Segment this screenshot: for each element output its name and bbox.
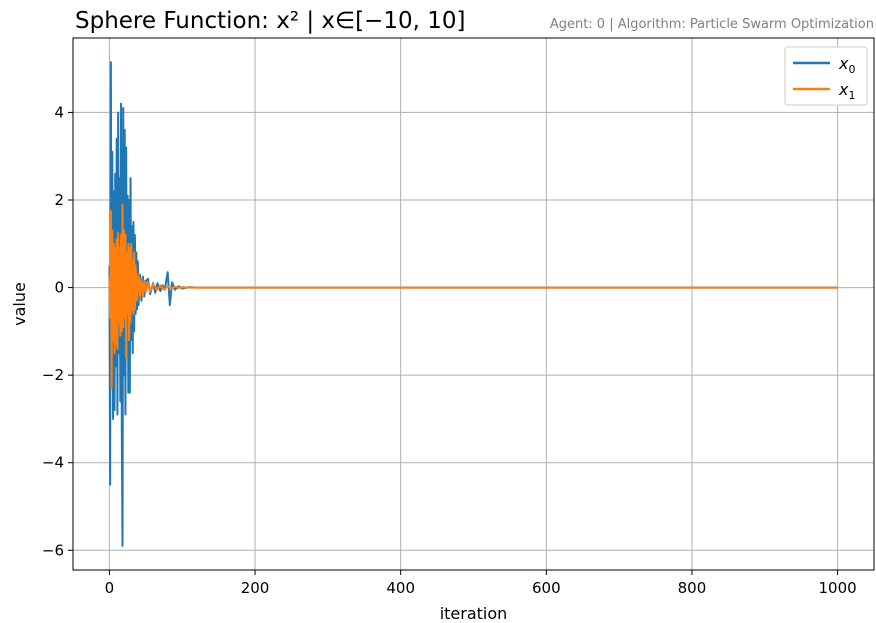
- y-tick-label: 0: [54, 279, 64, 297]
- x-axis-label: iteration: [440, 604, 508, 623]
- series-lines: [108, 61, 838, 547]
- series-line-x1: [108, 203, 838, 390]
- grid-lines: [73, 38, 874, 570]
- chart-title: Sphere Function: x² | x∈[−10, 10]: [75, 8, 465, 34]
- plot-frame: [72, 37, 875, 571]
- x-tick-label: 400: [386, 579, 415, 597]
- x-tick-label: 200: [241, 579, 270, 597]
- y-tick-label: 4: [54, 103, 64, 121]
- chart-subtitle: Agent: 0 | Algorithm: Particle Swarm Opt…: [550, 17, 874, 32]
- y-tick-label: 2: [54, 191, 64, 209]
- y-tick-label: −6: [42, 541, 64, 559]
- series-line-x0: [108, 61, 838, 547]
- legend-box: [784, 46, 868, 106]
- y-axis-label: value: [10, 282, 29, 326]
- x-tick-label: 600: [532, 579, 561, 597]
- x-tick-label: 800: [678, 579, 707, 597]
- x-tick-label: 0: [105, 579, 115, 597]
- x-tick-label: 1000: [818, 579, 856, 597]
- x-axis-ticks: 0 200 400 600 800 1000: [105, 570, 857, 597]
- y-tick-label: −4: [42, 454, 64, 472]
- y-tick-label: −2: [42, 366, 64, 384]
- y-axis-ticks: −6 −4 −2 0 2 4: [42, 103, 73, 559]
